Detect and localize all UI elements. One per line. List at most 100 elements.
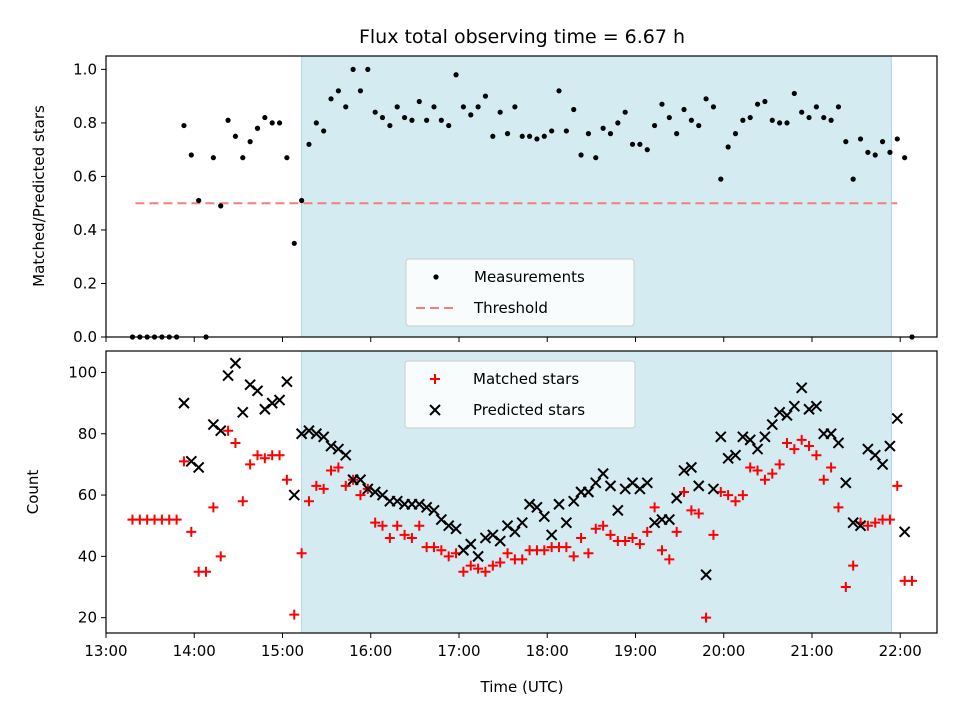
measurement-point: [754, 101, 761, 107]
predicted-star-point: [582, 486, 595, 498]
matched-star-point: [568, 551, 579, 562]
matched-star-point: [884, 514, 895, 525]
bottom-legend-box: [404, 360, 636, 429]
predicted-star-point: [700, 569, 712, 581]
measurement-point: [460, 104, 467, 110]
predicted-star-point: [237, 406, 249, 419]
measurement-point: [556, 88, 562, 94]
predicted-star-point: [369, 486, 381, 498]
predicted-star-point: [560, 516, 573, 529]
chart-marks: 0.0 0.2 0.4 0.6 0.8 1.0 Measurements Threshold 2…: [68, 55, 938, 660]
measurement-point: [541, 133, 547, 139]
measurement-point: [512, 104, 518, 110]
top-legend-label: Measurements: [474, 268, 585, 286]
measurement-point: [629, 141, 636, 147]
matched-star-point: [245, 459, 256, 470]
measurement-point: [401, 114, 408, 121]
measurement-point: [821, 114, 827, 121]
measurement-point: [806, 114, 812, 121]
measurement-point: [879, 139, 886, 145]
matched-star-point: [833, 502, 844, 513]
predicted-star-point: [303, 424, 315, 437]
bottom-y-tick-label: 20: [78, 609, 97, 627]
predicted-star-point: [222, 369, 234, 382]
matched-star-point: [767, 468, 778, 479]
predicted-star-point: [781, 409, 793, 422]
measurement-point: [210, 155, 216, 161]
predicted-star-point: [891, 412, 903, 425]
measurement-point: [578, 152, 584, 158]
predicted-star-point: [884, 440, 896, 452]
predicted-star-point: [854, 520, 867, 532]
predicted-star-point: [531, 501, 543, 514]
measurement-point: [254, 125, 261, 131]
matched-star-point: [392, 520, 403, 531]
matched-star-point: [318, 483, 329, 494]
matched-star-point: [414, 520, 425, 531]
matched-star-point: [487, 560, 498, 571]
predicted-star-point: [847, 516, 859, 529]
measurement-point: [902, 155, 908, 161]
matched-star-point: [693, 508, 704, 519]
bottom-legend-label: Matched stars: [473, 370, 579, 388]
predicted-star-point: [773, 406, 786, 419]
measurement-point: [710, 104, 717, 110]
predicted-star-point: [825, 428, 837, 440]
matched-star-point: [208, 502, 219, 513]
measurement-point: [416, 98, 422, 105]
measurement-point: [321, 128, 327, 134]
measurement-point: [659, 101, 665, 107]
predicted-star-point: [803, 403, 815, 415]
predicted-star-point: [876, 458, 889, 471]
predicted-star-point: [266, 397, 278, 409]
measurement-point: [446, 122, 452, 129]
predicted-star-point: [273, 394, 286, 406]
predicted-star-point: [737, 431, 749, 443]
matched-star-point: [539, 545, 550, 556]
measurement-point: [762, 98, 768, 105]
measurement-point: [585, 131, 592, 137]
matched-star-point: [223, 425, 234, 436]
top-y-tick-label: 0.4: [73, 221, 97, 239]
matched-star-point: [281, 474, 292, 485]
matched-star-point: [252, 450, 263, 461]
matched-star-point: [259, 453, 270, 464]
measurement-point: [365, 66, 371, 72]
measurement-point: [453, 72, 459, 78]
measurement-point: [350, 66, 356, 72]
matched-star-point: [480, 566, 491, 577]
predicted-star-point: [479, 532, 492, 544]
matched-star-point: [892, 480, 903, 491]
measurement-point: [777, 120, 783, 126]
matched-star-point: [811, 450, 822, 461]
measurement-point: [725, 144, 731, 150]
measurement-point: [718, 176, 724, 182]
bottom-axes-frame: [105, 350, 938, 634]
predicted-star-point: [516, 516, 528, 529]
measurement-point: [181, 122, 187, 129]
predicted-star-point: [391, 495, 403, 507]
matched-star-point: [708, 529, 719, 540]
predicted-star-point: [192, 461, 205, 474]
matched-star-point: [428, 542, 439, 553]
measurement-point: [740, 117, 746, 123]
legend-predicted-marker: [429, 404, 441, 416]
measurement-point: [468, 112, 474, 118]
matched-star-point: [377, 520, 388, 531]
matched-star-point: [186, 526, 197, 537]
top-y-tick-label: 0.8: [73, 114, 97, 132]
predicted-star-point: [715, 431, 727, 443]
measurement-point: [424, 117, 430, 123]
measurement-point: [622, 109, 628, 115]
matched-star-point: [326, 465, 337, 476]
matched-star-point: [311, 480, 322, 491]
predicted-star-point: [788, 400, 801, 412]
predicted-star-point: [354, 474, 367, 486]
matched-star-point: [517, 554, 528, 565]
top-y-tick-label: 0.2: [73, 274, 97, 292]
measurement-point: [291, 240, 297, 246]
x-tick-label: 20:00: [702, 642, 745, 660]
measurement-point: [313, 120, 319, 126]
measurement-point: [225, 117, 231, 123]
matched-star-point: [723, 490, 734, 501]
